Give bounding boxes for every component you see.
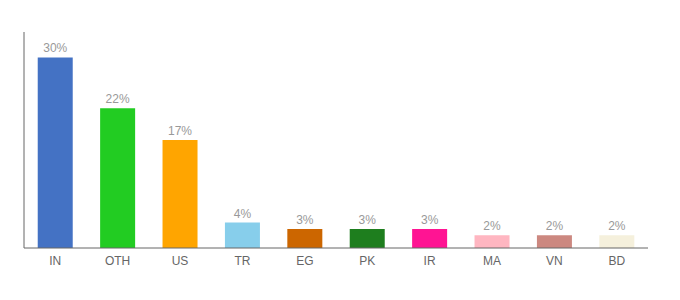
svg-text:OTH: OTH bbox=[105, 254, 130, 268]
svg-text:3%: 3% bbox=[296, 213, 314, 227]
svg-text:3%: 3% bbox=[421, 213, 439, 227]
svg-text:IR: IR bbox=[424, 254, 436, 268]
svg-text:30%: 30% bbox=[43, 41, 67, 55]
svg-text:22%: 22% bbox=[106, 92, 130, 106]
svg-text:PK: PK bbox=[359, 254, 375, 268]
svg-text:BD: BD bbox=[608, 254, 625, 268]
svg-text:2%: 2% bbox=[546, 219, 564, 233]
svg-text:US: US bbox=[172, 254, 189, 268]
svg-text:TR: TR bbox=[234, 254, 250, 268]
svg-text:MA: MA bbox=[483, 254, 501, 268]
svg-text:3%: 3% bbox=[359, 213, 377, 227]
svg-text:VN: VN bbox=[546, 254, 563, 268]
svg-text:IN: IN bbox=[49, 254, 61, 268]
svg-text:17%: 17% bbox=[168, 124, 192, 138]
svg-text:4%: 4% bbox=[234, 207, 252, 221]
svg-text:2%: 2% bbox=[608, 219, 626, 233]
svg-text:2%: 2% bbox=[483, 219, 501, 233]
svg-text:EG: EG bbox=[296, 254, 313, 268]
